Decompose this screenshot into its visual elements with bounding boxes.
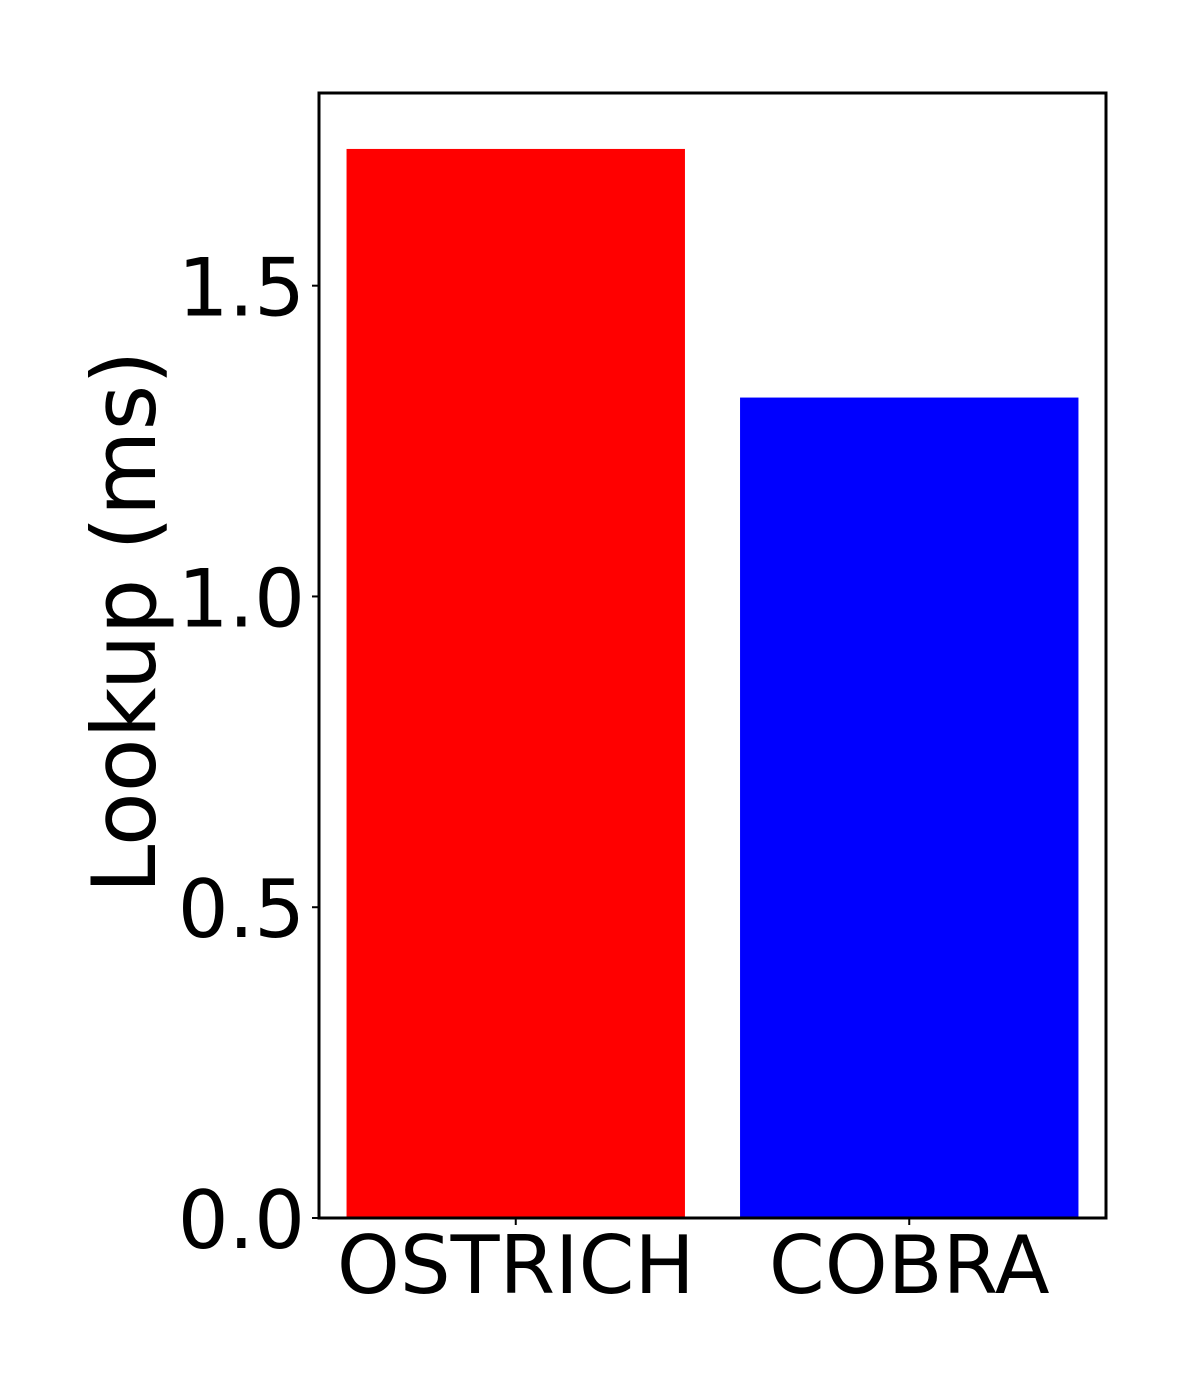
x-axis-ticks: OSTRICH COBRA xyxy=(337,1218,1050,1312)
y-tick-label: 1.0 xyxy=(178,552,305,645)
x-tick-label: COBRA xyxy=(769,1219,1050,1312)
bars-group xyxy=(346,148,1079,1219)
bar-ostrich xyxy=(346,148,685,1219)
y-axis-label: Lookup (ms) xyxy=(73,350,176,893)
plot-frame xyxy=(317,91,1108,1220)
y-tick-label: 0.5 xyxy=(178,863,305,956)
x-tick-label: OSTRICH xyxy=(337,1219,695,1312)
y-tick-label: 1.5 xyxy=(178,242,305,335)
y-axis-ticks: 0.0 0.5 1.0 1.5 xyxy=(178,242,319,1267)
y-tick-label: 0.0 xyxy=(178,1174,305,1267)
bar-cobra xyxy=(740,397,1079,1219)
